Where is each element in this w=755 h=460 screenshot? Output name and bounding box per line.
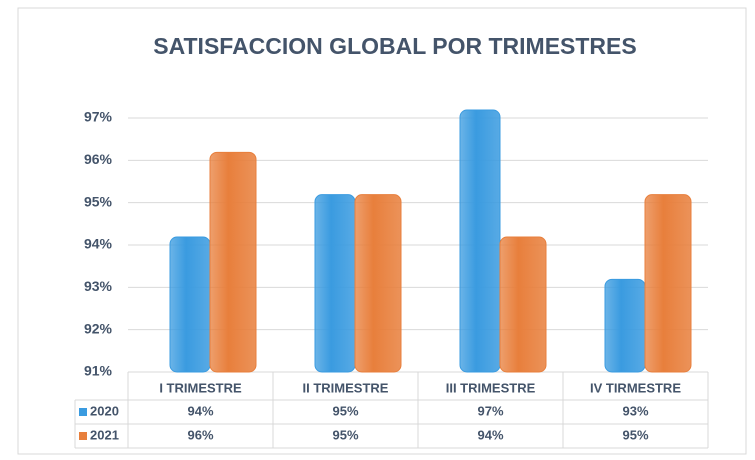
bar [459, 109, 501, 373]
table-value: 96% [187, 427, 213, 442]
y-tick-label: 94% [84, 236, 113, 252]
table-value: 97% [477, 403, 503, 418]
y-tick-label: 96% [84, 151, 113, 167]
table-value: 94% [187, 403, 213, 418]
x-tick-label: IV TIRMESTRE [590, 380, 681, 395]
bar [169, 236, 211, 373]
y-tick-label: 93% [84, 278, 113, 294]
x-tick-label: II TRIMESTRE [303, 380, 389, 395]
bar [604, 278, 646, 373]
legend-label: 2020 [90, 403, 119, 418]
y-tick-label: 91% [84, 363, 113, 379]
y-tick-label: 92% [84, 320, 113, 336]
table-value: 95% [332, 427, 358, 442]
y-tick-label: 97% [84, 109, 113, 125]
x-tick-label: I TRIMESTRE [159, 380, 242, 395]
table-value: 95% [332, 403, 358, 418]
bar [209, 151, 257, 373]
bar [499, 236, 547, 373]
legend-swatch [79, 408, 87, 416]
table-value: 93% [622, 403, 648, 418]
x-tick-label: III TRIMESTRE [446, 380, 536, 395]
table-value: 95% [622, 427, 648, 442]
bar [314, 194, 356, 373]
table-value: 94% [477, 427, 503, 442]
bar [644, 194, 692, 373]
y-tick-label: 95% [84, 193, 113, 209]
legend-swatch [79, 432, 87, 440]
legend-label: 2021 [90, 427, 119, 442]
chart-title: SATISFACCION GLOBAL POR TRIMESTRES [153, 33, 636, 59]
bar [354, 194, 402, 373]
